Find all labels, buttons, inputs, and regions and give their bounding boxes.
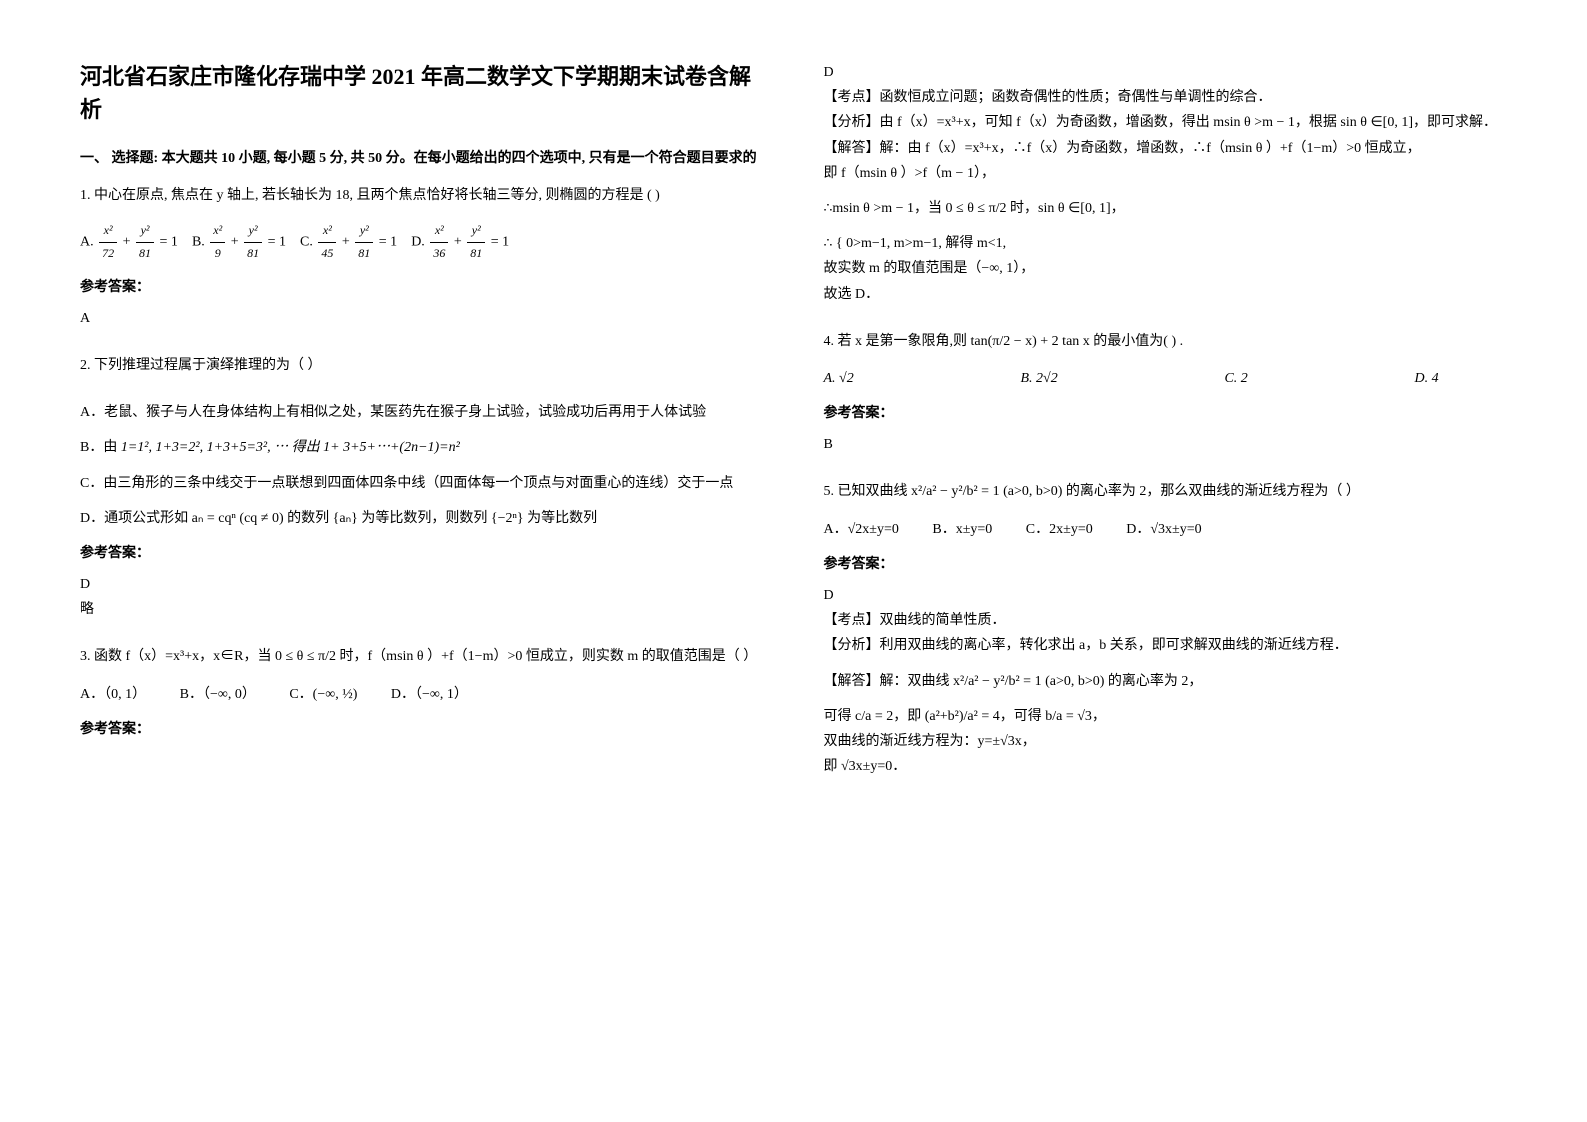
left-column: 河北省石家庄市隆化存瑞中学 2021 年高二数学文下学期期末试卷含解析 一、 选…: [50, 60, 794, 1062]
q3-jieda6: 故选 D．: [824, 282, 1508, 307]
fraction: x²9: [210, 220, 225, 264]
q5-opt-d: D．√3x±y=0: [1126, 522, 1201, 537]
q5-opt-c: C．2x±y=0: [1026, 522, 1093, 537]
question-5: 5. 已知双曲线 x²/a² − y²/b² = 1 (a>0, b>0) 的离…: [824, 479, 1508, 504]
fraction: x²36: [430, 220, 448, 264]
q1-text: 1. 中心在原点, 焦点在 y 轴上, 若长轴长为 18, 且两个焦点恰好将长轴…: [80, 183, 764, 208]
q3-jieda5: 故实数 m 的取值范围是（−∞, 1），: [824, 256, 1508, 281]
q2-answer: D: [80, 572, 764, 597]
q5-answer: D: [824, 583, 1508, 608]
answer-label: 参考答案：: [824, 552, 1508, 577]
q1-opt-b: B.: [192, 235, 205, 250]
q3-jieda3: ∴msin θ >m − 1，当 0 ≤ θ ≤ π/2 时，sin θ ∈[0…: [824, 196, 1508, 221]
q3-answer: D: [824, 60, 1508, 85]
question-3: 3. 函数 f（x）=x³+x，x∈R，当 0 ≤ θ ≤ π/2 时，f（ms…: [80, 644, 764, 669]
q3-opt-a: A．（0, 1）: [80, 687, 146, 702]
q5-jieda1: 【解答】解：双曲线 x²/a² − y²/b² = 1 (a>0, b>0) 的…: [824, 669, 1508, 694]
q5-options: A．√2x±y=0 B．x±y=0 C．2x±y=0 D．√3x±y=0: [824, 517, 1508, 542]
answer-label: 参考答案：: [80, 275, 764, 300]
fraction: y²81: [467, 220, 485, 264]
fraction: x²45: [318, 220, 336, 264]
q5-kaodian: 【考点】双曲线的简单性质．: [824, 608, 1508, 633]
q1-opt-a: A.: [80, 235, 94, 250]
answer-label: 参考答案：: [80, 717, 764, 742]
q2-opt-b-prefix: B．由: [80, 440, 117, 455]
fraction: y²81: [244, 220, 262, 264]
fraction: y²81: [136, 220, 154, 264]
q5-opt-b: B．x±y=0: [932, 522, 992, 537]
q4-text: 4. 若 x 是第一象限角,则 tan(π/2 − x) + 2 tan x 的…: [824, 329, 1508, 354]
q3-jieda1: 【解答】解：由 f（x）=x³+x，∴f（x）为奇函数，增函数，∴f（msin …: [824, 136, 1508, 161]
question-1: 1. 中心在原点, 焦点在 y 轴上, 若长轴长为 18, 且两个焦点恰好将长轴…: [80, 183, 764, 208]
q4-opt-d: D. 4: [1415, 366, 1439, 391]
q5-text: 5. 已知双曲线 x²/a² − y²/b² = 1 (a>0, b>0) 的离…: [824, 479, 1508, 504]
q3-kaodian: 【考点】函数恒成立问题；函数奇偶性的性质；奇偶性与单调性的综合．: [824, 85, 1508, 110]
q3-jieda4: ∴ { 0>m−1, m>m−1, 解得 m<1,: [824, 231, 1508, 256]
q3-text: 3. 函数 f（x）=x³+x，x∈R，当 0 ≤ θ ≤ π/2 时，f（ms…: [80, 644, 764, 669]
q5-opt-a: A．√2x±y=0: [824, 522, 899, 537]
q4-answer: B: [824, 432, 1508, 457]
q2-opt-d: D．通项公式形如 aₙ = cqⁿ (cq ≠ 0) 的数列 {aₙ} 为等比数…: [80, 506, 764, 531]
q2-opt-b-formula: 1=1², 1+3=2², 1+3+5=3², ⋯ 得出 1+ 3+5+⋯+(2…: [121, 440, 460, 455]
q2-opt-a: A．老鼠、猴子与人在身体结构上有相似之处，某医药先在猴子身上试验，试验成功后再用…: [80, 400, 764, 425]
q4-opt-a: A. √2: [824, 366, 854, 391]
question-4: 4. 若 x 是第一象限角,则 tan(π/2 − x) + 2 tan x 的…: [824, 329, 1508, 354]
q5-fenxi: 【分析】利用双曲线的离心率，转化求出 a，b 关系，即可求解双曲线的渐近线方程．: [824, 633, 1508, 658]
section-header: 一、 选择题: 本大题共 10 小题, 每小题 5 分, 共 50 分。在每小题…: [80, 146, 764, 171]
answer-label: 参考答案：: [80, 541, 764, 566]
q1-options: A. x²72 + y²81 = 1 B. x²9 + y²81 = 1 C. …: [80, 220, 764, 264]
q1-opt-d: D.: [411, 235, 425, 250]
answer-label: 参考答案：: [824, 401, 1508, 426]
right-column: D 【考点】函数恒成立问题；函数奇偶性的性质；奇偶性与单调性的综合． 【分析】由…: [794, 60, 1538, 1062]
q2-text: 2. 下列推理过程属于演绎推理的为（ ）: [80, 353, 764, 378]
document-title: 河北省石家庄市隆化存瑞中学 2021 年高二数学文下学期期末试卷含解析: [80, 60, 764, 126]
q4-options: A. √2 B. 2√2 C. 2 D. 4: [824, 366, 1439, 391]
q2-opt-b: B．由 1=1², 1+3=2², 1+3+5=3², ⋯ 得出 1+ 3+5+…: [80, 435, 764, 460]
question-2: 2. 下列推理过程属于演绎推理的为（ ）: [80, 353, 764, 378]
q3-opt-d: D．（−∞, 1）: [391, 687, 468, 702]
q4-opt-b: B. 2√2: [1020, 366, 1057, 391]
q3-opt-c: C．(−∞, ½): [289, 687, 357, 702]
q3-fenxi: 【分析】由 f（x）=x³+x，可知 f（x）为奇函数，增函数，得出 msin …: [824, 110, 1508, 135]
q5-jieda2: 可得 c/a = 2，即 (a²+b²)/a² = 4，可得 b/a = √3，: [824, 704, 1508, 729]
q4-opt-c: C. 2: [1224, 366, 1247, 391]
q3-opt-b: B．（−∞, 0）: [180, 687, 256, 702]
fraction: y²81: [355, 220, 373, 264]
fraction: x²72: [99, 220, 117, 264]
q3-jieda2: 即 f（msin θ ）>f（m − 1），: [824, 161, 1508, 186]
q1-answer: A: [80, 306, 764, 331]
q1-opt-c: C.: [300, 235, 313, 250]
q5-jieda4: 即 √3x±y=0．: [824, 754, 1508, 779]
q3-options: A．（0, 1） B．（−∞, 0） C．(−∞, ½) D．（−∞, 1）: [80, 682, 764, 707]
q2-opt-c: C．由三角形的三条中线交于一点联想到四面体四条中线（四面体每一个顶点与对面重心的…: [80, 471, 764, 496]
q2-note: 略: [80, 597, 764, 622]
q5-jieda3: 双曲线的渐近线方程为：y=±√3x，: [824, 729, 1508, 754]
